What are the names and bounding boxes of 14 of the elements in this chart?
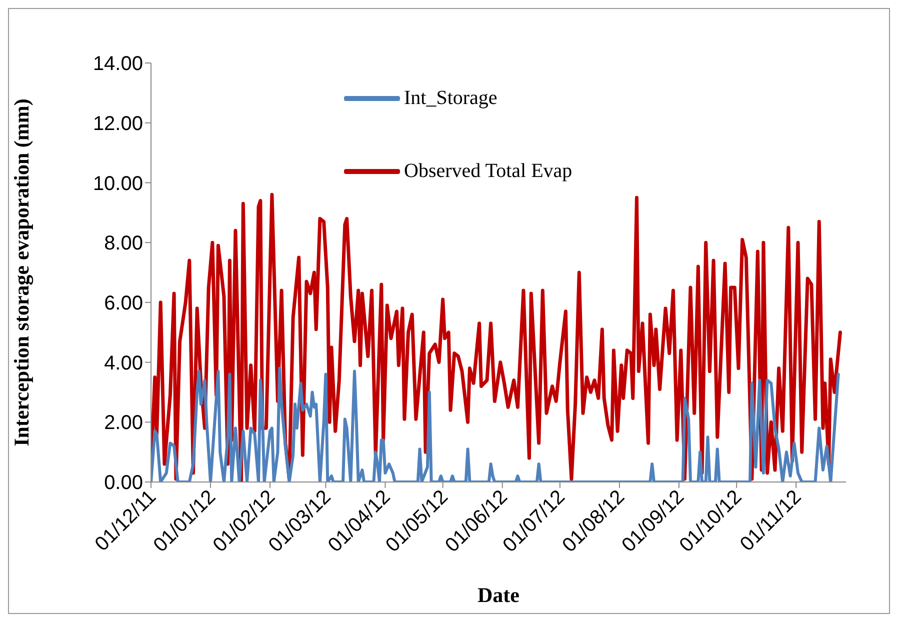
y-axis-title: Interception storage evaporation (mm) bbox=[9, 98, 34, 446]
line-series bbox=[151, 192, 842, 482]
y-tick-label: 0.00 bbox=[104, 472, 143, 494]
y-tick-label: 12.00 bbox=[92, 112, 143, 135]
y-tick-label: 14.00 bbox=[92, 53, 143, 76]
legend-label: Observed Total Evap bbox=[404, 160, 572, 183]
y-tick-label: 6.00 bbox=[104, 292, 143, 315]
y-tick-label: 8.00 bbox=[104, 232, 143, 255]
y-tick-label: 4.00 bbox=[104, 352, 143, 374]
y-tick-label: 10.00 bbox=[92, 172, 143, 195]
line-series bbox=[151, 366, 840, 482]
y-tick-label: 2.00 bbox=[104, 412, 143, 434]
legend-label: Int_Storage bbox=[404, 87, 498, 110]
x-axis-title: Date bbox=[478, 583, 520, 607]
